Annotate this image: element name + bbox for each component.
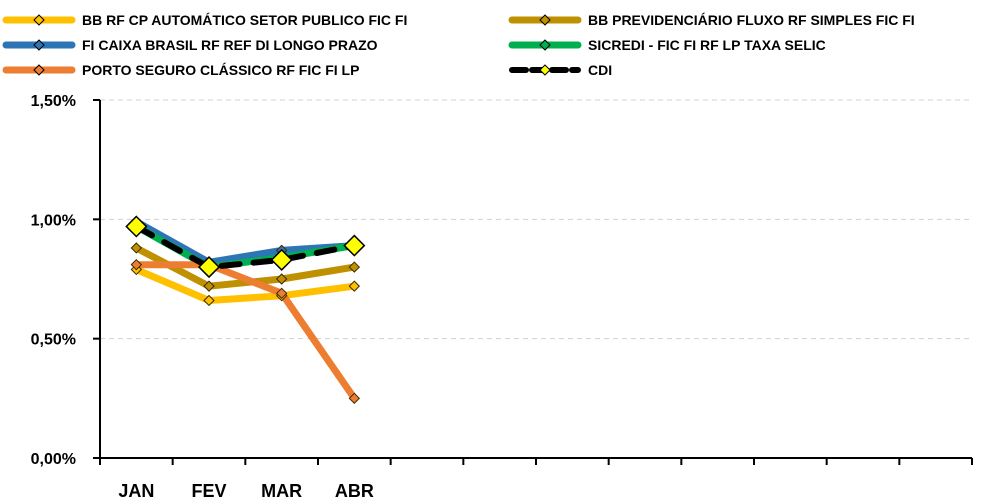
series-line bbox=[132, 266, 358, 304]
data-point bbox=[203, 280, 215, 292]
data-point bbox=[197, 256, 221, 279]
x-tick-label: ABR bbox=[335, 481, 374, 499]
data-point bbox=[130, 258, 143, 271]
data-point bbox=[275, 273, 288, 285]
data-point bbox=[125, 215, 148, 238]
legend-swatch-marker bbox=[33, 14, 45, 26]
legend-label: PORTO SEGURO CLÁSSICO RF FIC FI LP bbox=[82, 62, 359, 78]
x-tick-label: MAR bbox=[261, 481, 302, 499]
legend-swatch-marker bbox=[539, 14, 551, 26]
x-tick-label: JAN bbox=[118, 481, 154, 499]
legend: BB RF CP AUTOMÁTICO SETOR PUBLICO FIC FI… bbox=[2, 12, 915, 78]
legend-swatch-marker bbox=[33, 64, 45, 76]
legend-label: CDI bbox=[588, 62, 612, 78]
legend-swatch-marker bbox=[33, 39, 45, 51]
x-axis: JAN FEV MAR ABR bbox=[93, 457, 973, 499]
data-point bbox=[343, 234, 366, 257]
y-axis: 0,00% 0,50% 1,00% 1,50% bbox=[31, 93, 101, 468]
data-point bbox=[270, 248, 293, 271]
data-point bbox=[348, 261, 361, 273]
series-line bbox=[133, 223, 358, 271]
legend-label: BB RF CP AUTOMÁTICO SETOR PUBLICO FIC FI bbox=[82, 12, 407, 28]
y-tick-label: 0,50% bbox=[31, 332, 76, 349]
series-line bbox=[132, 218, 358, 266]
data-point bbox=[275, 287, 288, 300]
legend-label: BB PREVIDENCIÁRIO FLUXO RF SIMPLES FIC F… bbox=[588, 12, 915, 28]
data-point bbox=[203, 294, 215, 307]
data-point bbox=[348, 280, 361, 292]
y-tick-label: 1,50% bbox=[31, 93, 76, 110]
data-point bbox=[130, 242, 143, 254]
gridlines bbox=[100, 99, 972, 340]
y-tick-label: 1,00% bbox=[31, 212, 76, 229]
series-line bbox=[132, 261, 358, 402]
x-tick-label: FEV bbox=[191, 481, 226, 499]
plot-area bbox=[125, 215, 366, 405]
data-point bbox=[348, 392, 361, 405]
legend-label: SICREDI - FIC FI RF LP TAXA SELIC bbox=[588, 37, 826, 53]
legend-swatch-marker bbox=[539, 64, 551, 76]
legend-swatch-marker bbox=[539, 39, 551, 51]
y-tick-label: 0,00% bbox=[31, 451, 76, 468]
legend-label: FI CAIXA BRASIL RF REF DI LONGO PRAZO bbox=[82, 37, 378, 53]
